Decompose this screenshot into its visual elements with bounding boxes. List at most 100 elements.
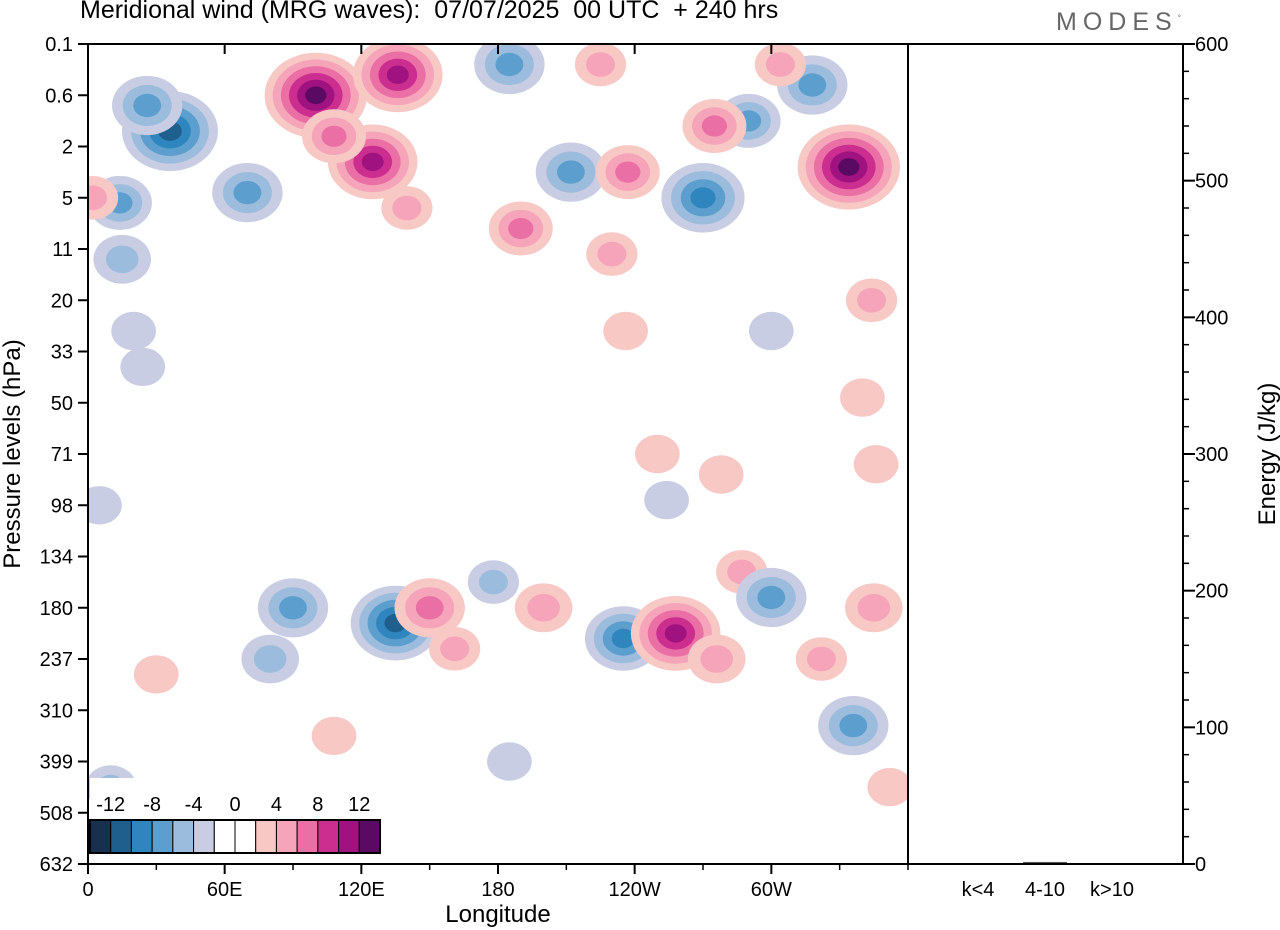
colorbar-swatch [296,819,319,854]
wind-contour [557,160,585,184]
wind-contour [305,86,327,105]
wind-feature-16 [595,145,660,200]
wind-feature-31 [644,480,689,520]
colorbar-label: -8 [143,794,161,816]
y-axis-label: Pressure levels (hPa) [0,339,26,568]
colorbar-swatch [275,819,298,854]
wind-feature-4 [93,234,151,284]
wind-contour [698,455,744,494]
x-tick-label: 0 [82,879,93,901]
colorbar-swatch [172,819,195,854]
wind-contour [611,628,635,649]
wind-feature-11 [381,186,433,230]
wind-contour [133,93,162,118]
y-tick-label: 508 [40,803,73,825]
wind-feature-28 [840,378,885,417]
colorbar-label: -4 [185,794,203,816]
wind-contour [690,187,716,209]
energy-tick-label: 300 [1195,444,1228,466]
wind-contour [120,347,166,387]
wind-contour [603,311,648,351]
wind-contour [635,434,680,474]
wind-contour [392,195,422,221]
chart-title: Meridional wind (MRG waves): 07/07/2025 … [80,0,779,24]
energy-tick-label: 400 [1195,307,1228,329]
x-tick-label: 120W [609,879,661,901]
wind-contour [615,161,641,183]
y-tick-label: 50 [51,393,73,415]
colorbar-label: 12 [348,794,370,816]
y-tick-label: 0.1 [45,34,73,56]
wind-feature-15 [535,142,607,202]
plot-background [88,44,908,864]
wind-contour [133,655,179,694]
colorbar-swatch [151,819,174,854]
wind-feature-14 [488,201,553,256]
wind-contour [495,52,524,77]
wind-contour [840,378,885,417]
wind-feature-13 [474,44,545,95]
wind-feature-45 [795,637,848,681]
wind-contour [701,115,728,137]
colorbar-swatch [89,819,112,854]
wind-feature-5 [111,311,156,351]
wind-contour [644,480,689,520]
wind-feature-39 [514,583,573,633]
wind-feature-24 [586,232,638,276]
wind-contour [88,185,108,211]
wind-feature-3 [212,163,283,223]
wind-contour [664,624,687,643]
longitude-axis: 0 60E 120E 180 120W 60W [82,44,909,901]
colorbar-swatch [213,819,236,854]
wind-feature-47 [845,583,903,633]
wind-feature-2 [112,75,183,136]
category-label: 4-10 [1025,879,1065,901]
y-tick-label: 399 [40,752,73,774]
wind-feature-32 [853,445,899,484]
wind-contour [233,180,262,205]
wind-contour [487,742,532,781]
wind-contour [748,311,794,351]
wind-contour [311,716,357,756]
colorbar-label: 8 [312,794,323,816]
x-axis-label: Longitude [445,901,550,928]
brand-mark: ° [1177,13,1181,23]
y-tick-label: 237 [40,649,73,671]
y-tick-label: 71 [51,444,73,466]
wind-contour [361,152,384,172]
wind-feature-27 [846,278,898,323]
energy-tick-label: 0 [1195,854,1206,876]
wind-feature-6 [120,347,166,387]
colorbar-swatch [358,819,381,854]
wind-contour [798,73,827,97]
x-tick-label: 60W [751,879,792,901]
colorbar-label: 4 [271,794,282,816]
wind-contour [806,646,836,672]
y-tick-label: 5 [62,188,73,210]
wind-contour [586,52,615,77]
wind-contour [857,288,887,313]
energy-tick-label: 200 [1195,581,1228,603]
colorbar-swatch [110,819,132,854]
colorbar-swatch [130,819,153,854]
wind-feature-10 [302,109,366,164]
wind-contour [279,596,307,620]
y-tick-label: 2 [62,137,73,159]
category-label: k<4 [962,879,995,901]
wind-field [88,44,908,809]
energy-bar [1023,861,1067,864]
y-tick-label: 33 [51,342,73,364]
wind-feature-36 [394,578,465,638]
colorbar-swatch [234,819,257,854]
wind-contour [478,569,508,595]
wind-contour [440,636,470,662]
wind-contour [757,585,786,610]
wind-feature-33 [257,578,329,638]
wind-feature-22 [797,124,900,210]
wind-feature-26 [748,311,794,351]
colorbar-swatch [255,819,277,854]
wind-feature-49 [133,655,179,694]
colorbar-swatch [317,819,340,854]
y-tick-label: 20 [51,290,73,312]
